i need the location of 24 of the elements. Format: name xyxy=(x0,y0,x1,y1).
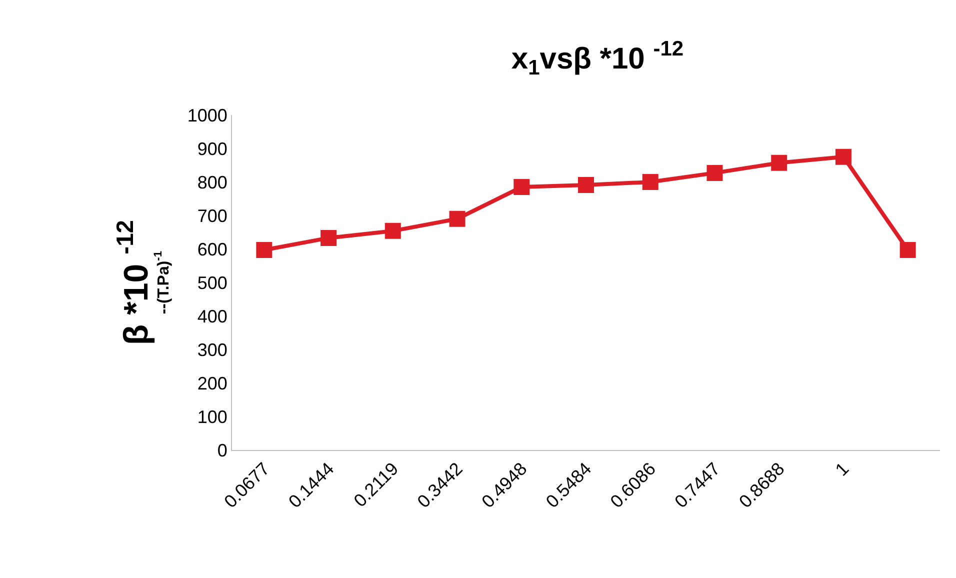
y-tick-label: 500 xyxy=(197,272,228,293)
y-tick-label: 800 xyxy=(197,172,228,192)
point xyxy=(835,148,852,165)
point xyxy=(706,164,723,181)
point xyxy=(256,242,272,258)
point xyxy=(642,174,658,190)
x-tick-label: 1 xyxy=(831,458,853,480)
point xyxy=(900,242,916,258)
y-tick-label: 300 xyxy=(197,340,228,360)
y-tick-label: 700 xyxy=(197,206,228,226)
point xyxy=(771,154,788,171)
y-tick-label: 400 xyxy=(197,306,228,326)
point xyxy=(449,210,466,227)
point xyxy=(578,177,594,194)
y-tick-label: 0 xyxy=(217,440,228,460)
y-tick-label: 100 xyxy=(197,406,228,427)
y-tick-label: 600 xyxy=(197,239,228,260)
point xyxy=(384,222,401,239)
point xyxy=(320,230,337,246)
chart-title: x$_{1}$vsβ *10 $^{-12}$ xyxy=(511,38,684,80)
y-tick-label: 200 xyxy=(197,373,228,394)
y-tick-label: 1000 xyxy=(187,105,228,126)
y-tick-label: 900 xyxy=(197,138,228,159)
point xyxy=(514,179,530,196)
